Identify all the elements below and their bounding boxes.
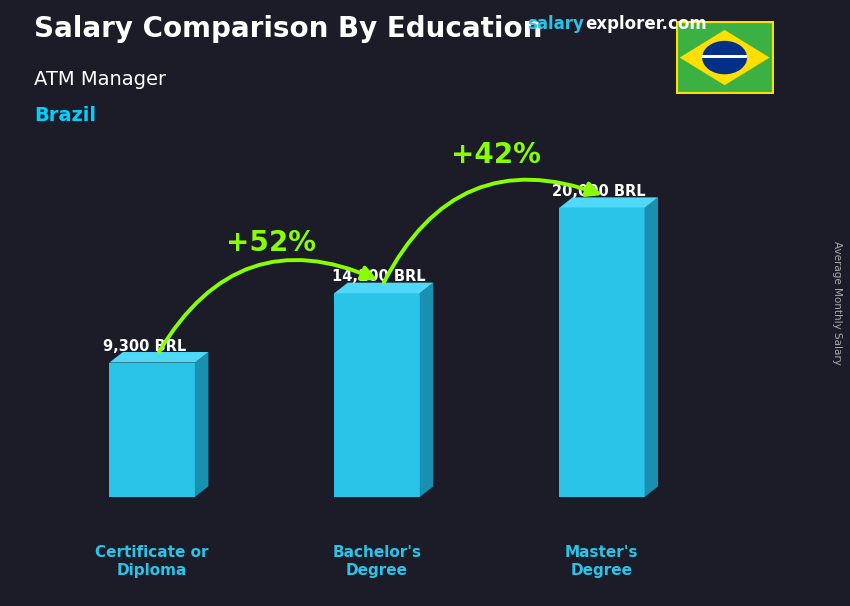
- Text: 9,300 BRL: 9,300 BRL: [103, 339, 186, 354]
- Polygon shape: [110, 352, 208, 362]
- Text: Average Monthly Salary: Average Monthly Salary: [832, 241, 842, 365]
- Polygon shape: [334, 282, 434, 293]
- Text: ATM Manager: ATM Manager: [34, 70, 166, 88]
- Text: +42%: +42%: [451, 141, 541, 169]
- Polygon shape: [676, 21, 774, 94]
- Polygon shape: [334, 293, 420, 497]
- Text: 20,000 BRL: 20,000 BRL: [552, 184, 646, 199]
- Polygon shape: [644, 198, 658, 497]
- Polygon shape: [420, 282, 434, 497]
- Text: explorer.com: explorer.com: [585, 15, 706, 33]
- Polygon shape: [559, 208, 644, 497]
- Polygon shape: [559, 198, 658, 208]
- Polygon shape: [110, 362, 195, 497]
- Text: Master's
Degree: Master's Degree: [565, 545, 638, 578]
- Text: +52%: +52%: [226, 229, 316, 257]
- Text: 14,100 BRL: 14,100 BRL: [332, 270, 426, 284]
- Polygon shape: [680, 30, 769, 85]
- Text: Brazil: Brazil: [34, 106, 96, 125]
- Text: Bachelor's
Degree: Bachelor's Degree: [332, 545, 422, 578]
- Text: Certificate or
Diploma: Certificate or Diploma: [95, 545, 209, 578]
- Circle shape: [702, 41, 747, 75]
- Text: salary: salary: [527, 15, 584, 33]
- Text: Salary Comparison By Education: Salary Comparison By Education: [34, 15, 542, 43]
- Polygon shape: [702, 55, 747, 58]
- Polygon shape: [195, 352, 208, 497]
